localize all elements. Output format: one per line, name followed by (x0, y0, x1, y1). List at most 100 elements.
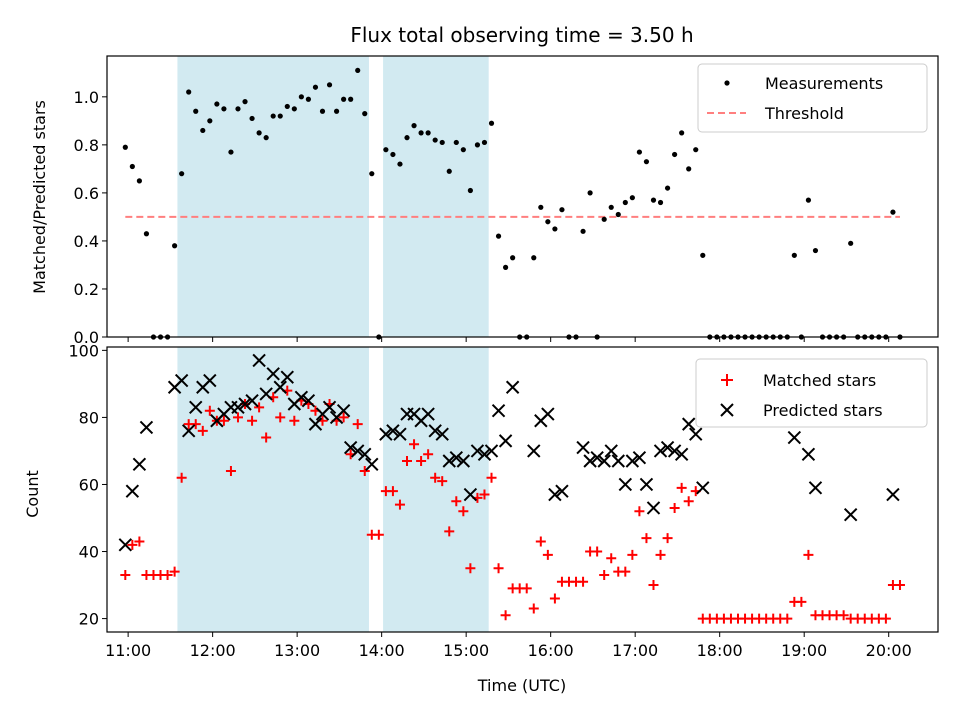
matched-stars-point (599, 570, 610, 580)
measurement-point (601, 216, 607, 222)
measurement-point (650, 197, 657, 203)
predicted-stars-point (435, 427, 449, 441)
matched-stars-point (549, 593, 560, 604)
matched-stars-point (894, 580, 905, 591)
count-y-tick-label: 100 (68, 341, 99, 360)
measurement-point (481, 139, 488, 146)
ratio-shaded-interval-1 (383, 56, 489, 337)
measurement-point (136, 178, 142, 184)
predicted-stars-point (843, 507, 858, 522)
measurements-legend-label: Measurements (765, 74, 883, 93)
matched-stars-point (669, 502, 680, 513)
x-axis-label: Time (UTC) (477, 676, 566, 695)
matched-stars-point (592, 546, 603, 557)
measurement-point (643, 159, 650, 165)
predicted-stars-point (259, 387, 273, 401)
predicted-stars-point (667, 444, 682, 458)
matched-stars-point (486, 472, 497, 483)
measurement-point (172, 243, 178, 249)
measurement-point (636, 149, 643, 155)
predicted-stars-point (618, 477, 633, 492)
predicted-stars-point (611, 454, 625, 468)
measurement-point (263, 135, 269, 141)
matched-stars-point (176, 472, 187, 483)
measurement-point (319, 108, 326, 114)
x-tick-label: 16:00 (528, 641, 574, 660)
measurement-point (432, 137, 438, 143)
predicted-stars-point (463, 487, 478, 502)
predicted-stars-point (632, 450, 647, 465)
predicted-stars-point (118, 538, 133, 552)
measurement-point (467, 187, 473, 194)
ratio-panel-frame (106, 55, 939, 338)
predicted-stars-point (484, 444, 499, 458)
measurement-point (122, 144, 128, 150)
predicted-stars-point (322, 400, 337, 415)
count-y-tick-label: 80 (79, 408, 99, 427)
matched-stars-point (402, 456, 413, 466)
matched-stars-point (458, 506, 469, 517)
matched-stars-point (782, 613, 793, 624)
predicted-stars-point (139, 420, 154, 435)
matched-stars-legend-marker (721, 374, 733, 386)
matched-stars-point (648, 580, 659, 591)
measurement-point (488, 120, 495, 126)
matched-stars-point (542, 549, 553, 560)
ratio-y-tick-label: 0.4 (74, 232, 99, 251)
matched-stars-point (803, 549, 814, 560)
ratio-y-tick-label: 0.0 (74, 328, 99, 347)
x-tick-label: 15:00 (443, 641, 489, 660)
measurement-point (446, 168, 452, 174)
measurement-point (355, 67, 361, 74)
matched-stars-point (247, 415, 258, 426)
matched-stars-point (521, 583, 532, 594)
predicted-stars-point (273, 380, 287, 394)
measurement-point (538, 204, 544, 210)
predicted-stars-point (646, 501, 661, 515)
measurement-point (312, 84, 319, 90)
predicted-stars-point (203, 373, 217, 388)
measurement-point (369, 171, 375, 177)
measurement-point (552, 226, 558, 232)
measurement-point (348, 96, 354, 102)
ratio-y-tick-label: 0.6 (74, 184, 99, 203)
measurement-point (453, 139, 459, 146)
matched-stars-point (655, 549, 666, 560)
matched-stars-point (190, 419, 201, 430)
predicted-stars-legend-marker (720, 403, 734, 417)
predicted-stars-point (181, 424, 196, 438)
matched-stars-point (218, 415, 229, 426)
predicted-stars-point (266, 367, 280, 381)
measurement-point (608, 204, 614, 210)
matched-stars-point (373, 529, 384, 540)
ratio-y-tick-label: 0.2 (74, 280, 99, 299)
matched-stars-point (627, 549, 638, 560)
matched-stars-point (662, 533, 673, 544)
count-legend-box (695, 358, 928, 428)
predicted-stars-point (174, 373, 189, 388)
measurement-point (629, 195, 635, 201)
predicted-stars-point (787, 430, 802, 445)
predicted-stars-point (576, 440, 590, 455)
x-tick-label: 17:00 (612, 641, 658, 660)
measurement-point (221, 106, 227, 112)
predicted-stars-point (590, 450, 604, 465)
matched-stars-point (275, 412, 286, 423)
predicted-stars-point (660, 440, 675, 455)
count-panel: 11:00 12:00 13:00 14:00 15:00 16:00 17:00 18:00… (23, 341, 939, 695)
measurement-point (657, 199, 664, 206)
predicted-stars-point (498, 434, 513, 448)
predicted-stars-point (393, 427, 407, 441)
predicted-stars-point (689, 427, 703, 441)
measurement-point (848, 240, 854, 246)
threshold-legend-label: Threshold (764, 104, 844, 123)
predicted-stars-point (548, 487, 562, 502)
predicted-stars-point (336, 403, 351, 418)
count-y-axis-label: Count (23, 470, 42, 518)
matched-stars-legend-label: Matched stars (763, 371, 876, 390)
matched-stars-point (535, 536, 546, 547)
predicted-stars-point (801, 447, 816, 462)
measurement-point (791, 252, 797, 258)
matched-stars-point (204, 405, 215, 416)
ratio-y-tick-label: 1.0 (74, 88, 99, 107)
